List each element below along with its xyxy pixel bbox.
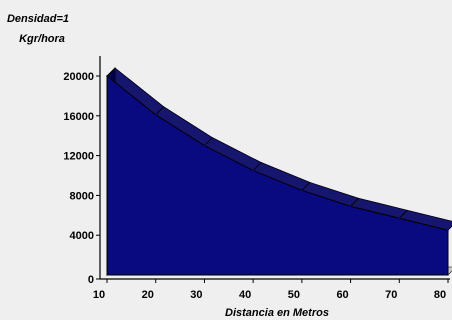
chart-title: Densidad=1 Kgr/hora (7, 13, 69, 45)
plot-area (106, 67, 452, 276)
y-tick-label: 12000 (63, 151, 94, 163)
data-point (252, 169, 254, 172)
x-tick-label: 70 (385, 289, 397, 301)
x-tick-label: 50 (288, 289, 300, 301)
data-point (447, 229, 449, 232)
x-tick-label: 80 (434, 289, 446, 301)
chart-title-line-2: Kgr/hora (19, 33, 65, 45)
data-point (203, 144, 206, 147)
data-point (106, 75, 108, 77)
x-tick-label: 60 (336, 289, 348, 301)
data-point (398, 217, 401, 220)
y-tick-label: 8000 (70, 190, 94, 202)
x-tick-label: 40 (239, 289, 251, 301)
x-axis-title: Distancia en Metros (225, 307, 329, 319)
axes: 0 4000 8000 12000 16000 20000 10 20 30 40 50 60 70 80 (63, 56, 450, 301)
y-tick-label: 0 (88, 274, 94, 286)
x-tick-label: 30 (190, 289, 202, 301)
data-point (301, 189, 303, 192)
y-tick-label: 16000 (63, 111, 94, 123)
data-point (349, 205, 352, 208)
y-tick-label: 20000 (63, 71, 94, 83)
x-tick-label: 20 (142, 289, 154, 301)
y-tick-label: 4000 (70, 230, 94, 242)
data-point (154, 114, 157, 116)
x-tick-label: 10 (93, 289, 105, 301)
chart-title-line-1: Densidad=1 (7, 13, 69, 25)
